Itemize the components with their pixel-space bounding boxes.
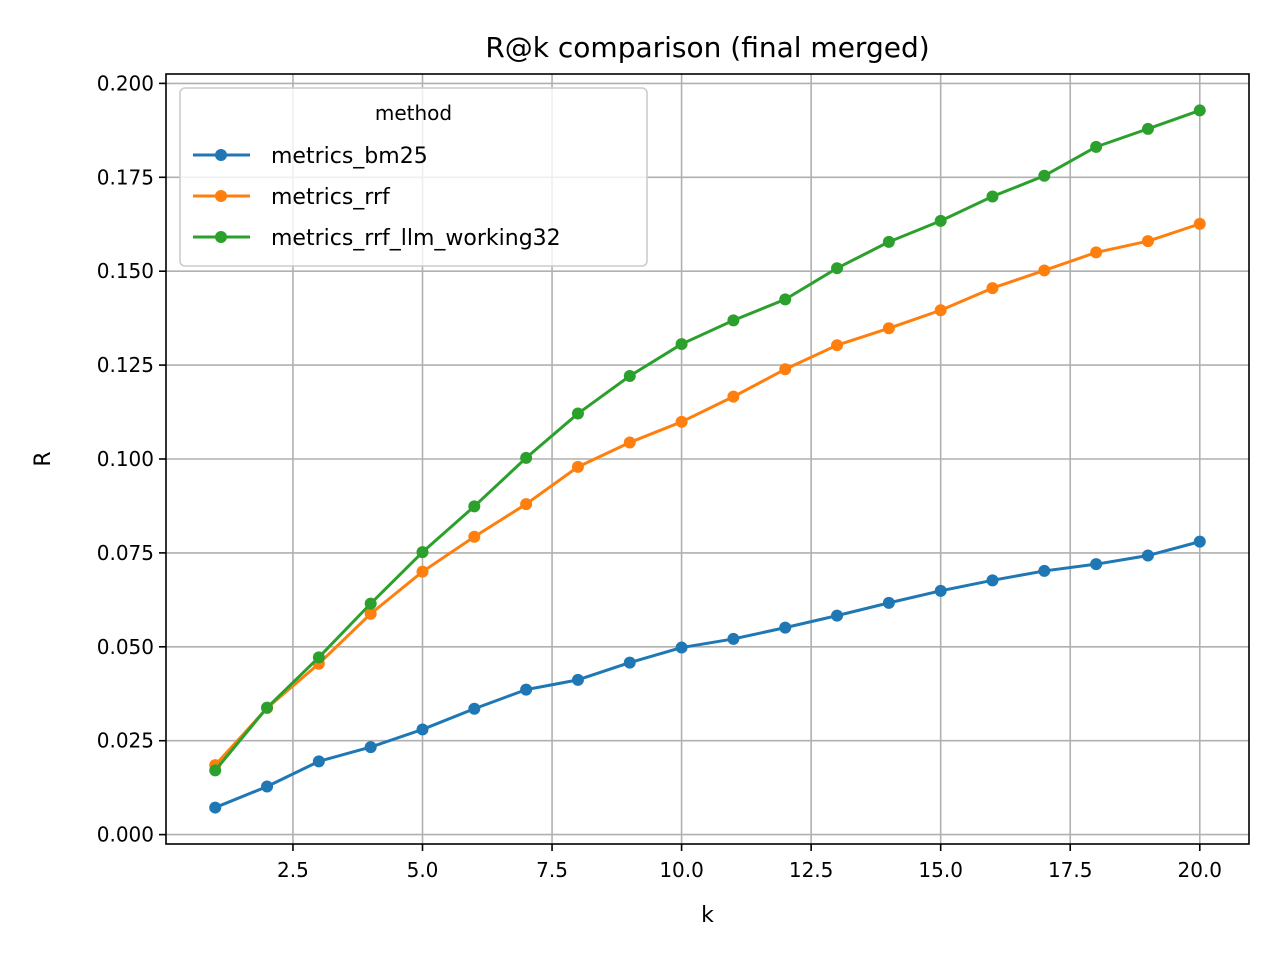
data-point [364, 597, 377, 610]
data-point [986, 282, 999, 295]
y-tick-label: 0.050 [97, 635, 154, 659]
data-point [1038, 169, 1051, 182]
x-tick-label: 5.0 [407, 858, 439, 882]
data-point [312, 755, 325, 768]
legend-item: metrics_rrf_llm_working32 [193, 226, 561, 251]
series-line [214, 222, 1201, 767]
legend-box [179, 87, 648, 267]
data-point [261, 780, 274, 793]
series-metrics_rrf_llm_working32 [209, 104, 1206, 777]
data-point [779, 293, 792, 306]
data-point [364, 607, 377, 620]
ticks: 2.5 5.0 7.5 10.0 12.5 15.0 17.5 20.0 0.000 0.025 0… [97, 71, 1222, 882]
data-point [779, 363, 792, 376]
data-point [831, 262, 844, 275]
data-point [727, 390, 740, 403]
data-point [209, 801, 222, 814]
series-line [214, 109, 1201, 772]
data-point [623, 369, 636, 382]
data-point [416, 565, 429, 578]
data-point [986, 574, 999, 587]
data-point [727, 314, 740, 327]
legend-label: metrics_rrf_llm_working32 [271, 226, 561, 251]
series-line [214, 540, 1201, 809]
data-point [209, 764, 222, 777]
data-point [1141, 235, 1154, 248]
data-point [882, 596, 895, 609]
data-point [934, 304, 947, 317]
data-point [675, 641, 688, 654]
data-point [779, 621, 792, 634]
legend-marker [215, 190, 227, 202]
data-point [571, 407, 584, 420]
legend-item: metrics_rrf [193, 185, 391, 210]
y-tick-label: 0.100 [97, 447, 154, 471]
data-point [675, 415, 688, 428]
data-point [468, 530, 481, 543]
y-tick-label: 0.175 [97, 165, 154, 189]
x-tick-label: 20.0 [1178, 858, 1223, 882]
data-point [727, 632, 740, 645]
x-tick-label: 7.5 [536, 858, 568, 882]
data-point [675, 338, 688, 351]
data-point [831, 609, 844, 622]
legend-title: method [375, 101, 452, 125]
data-point [1193, 535, 1206, 548]
legend: method metrics_bm25 metrics_rrf metrics_rrf… [179, 87, 648, 267]
data-point [261, 701, 274, 714]
y-tick-label: 0.200 [97, 71, 154, 95]
series-layer [209, 104, 1206, 814]
y-tick-label: 0.125 [97, 353, 154, 377]
data-point [468, 500, 481, 513]
legend-marker [215, 231, 227, 243]
data-point [520, 451, 533, 464]
data-point [416, 723, 429, 736]
series-metrics_rrf [209, 217, 1206, 772]
data-point [831, 339, 844, 352]
data-point [571, 673, 584, 686]
data-point [623, 436, 636, 449]
legend-marker [215, 149, 227, 161]
x-tick-label: 12.5 [789, 858, 834, 882]
data-point [1141, 549, 1154, 562]
data-point [520, 498, 533, 511]
x-axis-label: k [701, 903, 714, 928]
data-point [1038, 564, 1051, 577]
x-tick-label: 15.0 [918, 858, 963, 882]
chart-title: R@k comparison (final merged) [485, 31, 929, 64]
data-point [416, 546, 429, 559]
data-point [623, 656, 636, 669]
data-point [882, 235, 895, 248]
data-point [520, 683, 533, 696]
y-axis-label: R [31, 451, 56, 466]
data-point [571, 460, 584, 473]
data-point [882, 322, 895, 335]
legend-item: metrics_bm25 [193, 144, 428, 169]
data-point [312, 651, 325, 664]
data-point [934, 214, 947, 227]
x-tick-label: 10.0 [659, 858, 704, 882]
y-tick-label: 0.075 [97, 541, 154, 565]
data-point [1090, 140, 1103, 153]
y-tick-label: 0.000 [97, 823, 154, 847]
data-point [1038, 264, 1051, 277]
legend-label: metrics_bm25 [271, 144, 428, 169]
data-point [934, 584, 947, 597]
series-metrics_bm25 [209, 535, 1206, 814]
x-tick-label: 17.5 [1048, 858, 1093, 882]
y-tick-label: 0.150 [97, 259, 154, 283]
legend-label: metrics_rrf [271, 185, 391, 210]
data-point [1193, 217, 1206, 230]
data-point [468, 702, 481, 715]
data-point [986, 190, 999, 203]
data-point [1193, 104, 1206, 117]
x-tick-label: 2.5 [277, 858, 309, 882]
y-tick-label: 0.025 [97, 729, 154, 753]
data-point [1090, 558, 1103, 571]
data-point [364, 741, 377, 754]
data-point [1090, 246, 1103, 259]
data-point [1141, 122, 1154, 135]
